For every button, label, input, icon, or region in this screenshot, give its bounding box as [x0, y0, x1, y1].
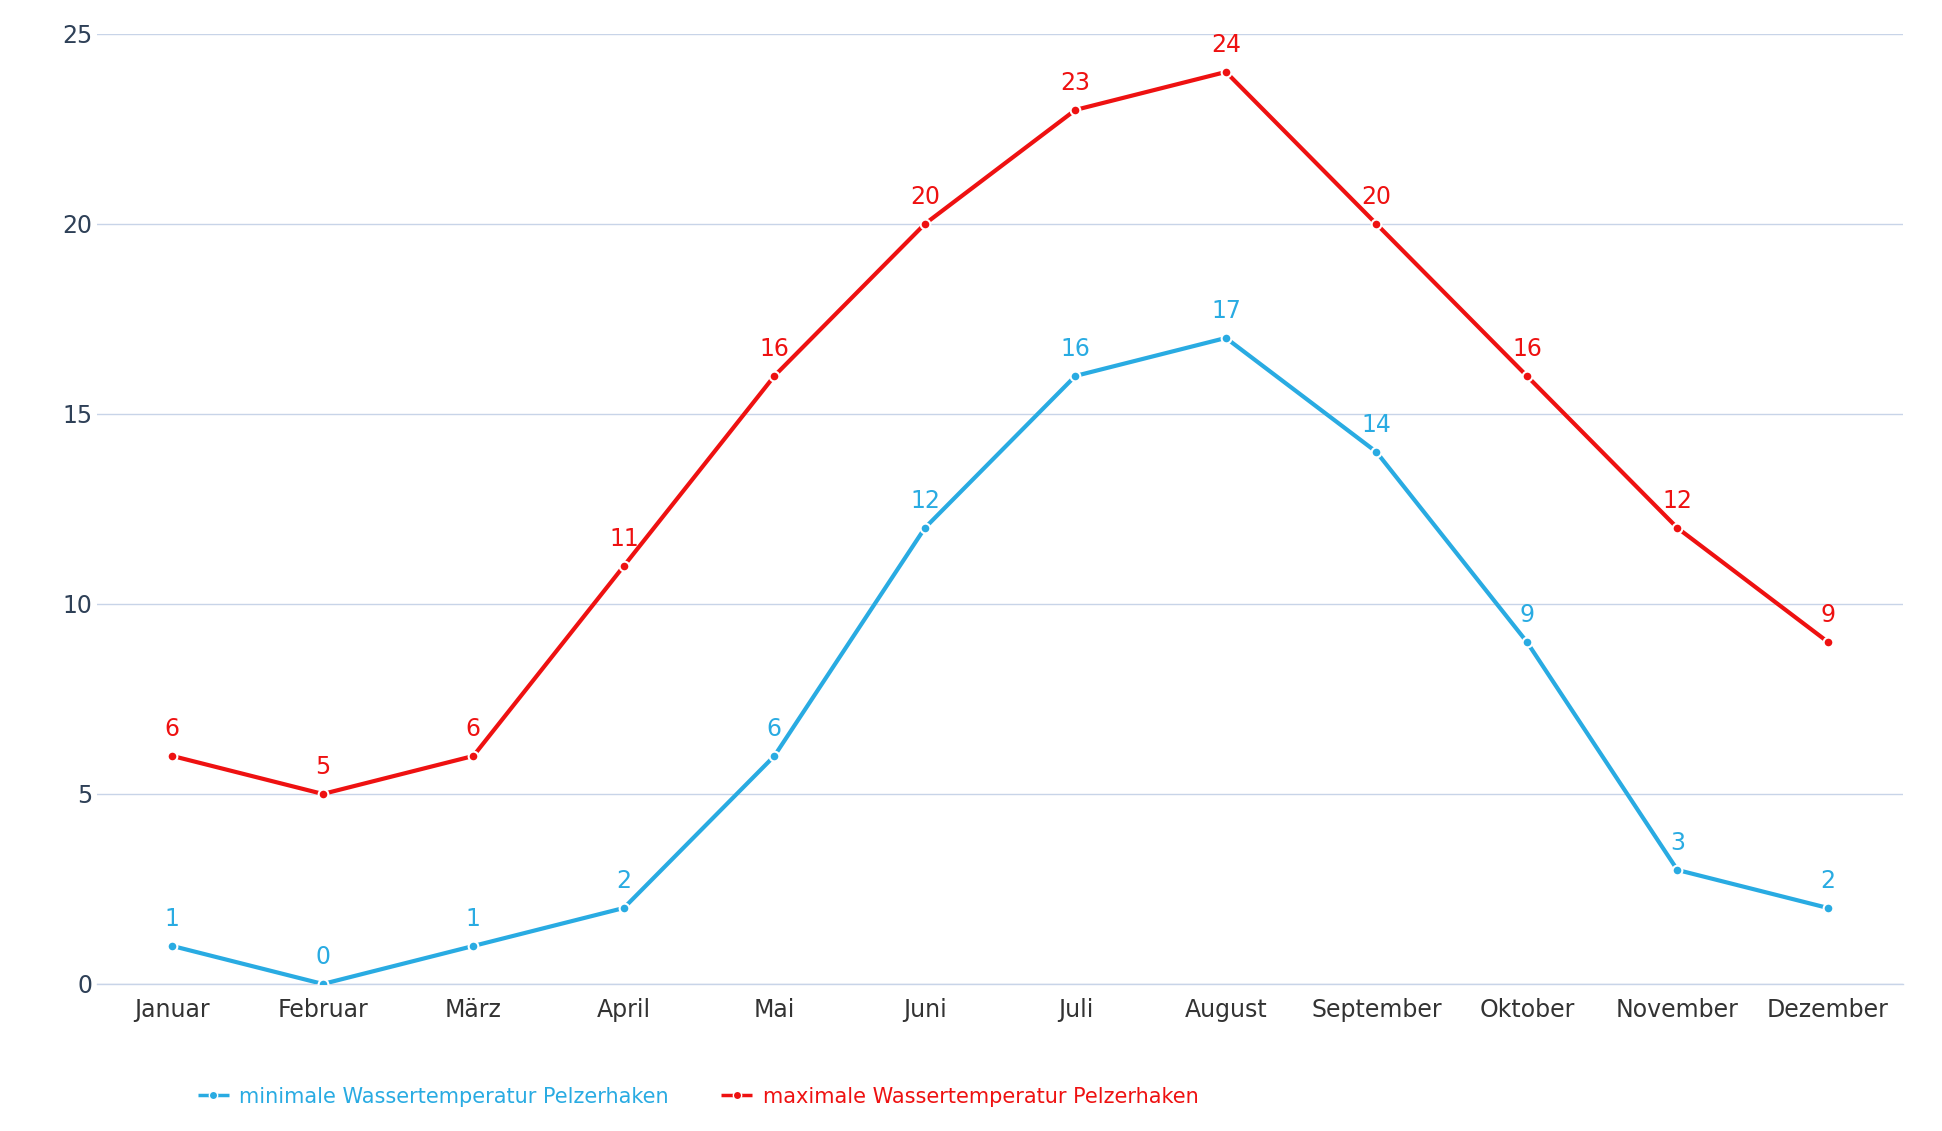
- Text: 2: 2: [1820, 869, 1835, 892]
- Text: 24: 24: [1212, 33, 1241, 57]
- Text: 0: 0: [315, 944, 330, 968]
- Text: 3: 3: [1670, 830, 1686, 855]
- Text: 12: 12: [1662, 489, 1691, 512]
- maximale Wassertemperatur Pelzerhaken: [612, 559, 635, 572]
- minimale Wassertemperatur Pelzerhaken: [913, 521, 936, 535]
- minimale Wassertemperatur Pelzerhaken: [1515, 636, 1538, 649]
- Text: 16: 16: [1060, 337, 1089, 361]
- Legend: minimale Wassertemperatur Pelzerhaken, maximale Wassertemperatur Pelzerhaken: minimale Wassertemperatur Pelzerhaken, m…: [198, 1087, 1198, 1106]
- minimale Wassertemperatur Pelzerhaken: [462, 939, 486, 952]
- Text: 9: 9: [1519, 603, 1534, 627]
- minimale Wassertemperatur Pelzerhaken: [1214, 331, 1237, 345]
- maximale Wassertemperatur Pelzerhaken: [311, 787, 334, 801]
- Text: 2: 2: [616, 869, 631, 892]
- minimale Wassertemperatur Pelzerhaken: [161, 939, 184, 952]
- maximale Wassertemperatur Pelzerhaken: [1365, 217, 1389, 231]
- Text: 6: 6: [466, 717, 482, 741]
- maximale Wassertemperatur Pelzerhaken: [913, 217, 936, 231]
- Text: 1: 1: [165, 907, 181, 931]
- maximale Wassertemperatur Pelzerhaken: [1666, 521, 1690, 535]
- minimale Wassertemperatur Pelzerhaken: [311, 977, 334, 991]
- Text: 6: 6: [165, 717, 181, 741]
- maximale Wassertemperatur Pelzerhaken: [1515, 369, 1538, 382]
- maximale Wassertemperatur Pelzerhaken: [1064, 103, 1088, 116]
- Text: 9: 9: [1820, 603, 1835, 627]
- Text: 20: 20: [1361, 184, 1390, 208]
- maximale Wassertemperatur Pelzerhaken: [462, 749, 486, 762]
- Text: 6: 6: [767, 717, 783, 741]
- Text: 1: 1: [466, 907, 482, 931]
- maximale Wassertemperatur Pelzerhaken: [161, 749, 184, 762]
- maximale Wassertemperatur Pelzerhaken: [763, 369, 787, 382]
- maximale Wassertemperatur Pelzerhaken: [1214, 66, 1237, 79]
- Text: 14: 14: [1361, 413, 1390, 437]
- minimale Wassertemperatur Pelzerhaken: [1064, 369, 1088, 382]
- Text: 5: 5: [315, 754, 330, 778]
- Text: 12: 12: [911, 489, 940, 512]
- Text: 23: 23: [1060, 70, 1089, 95]
- minimale Wassertemperatur Pelzerhaken: [763, 749, 787, 762]
- maximale Wassertemperatur Pelzerhaken: [1816, 636, 1839, 649]
- Text: 11: 11: [610, 527, 639, 551]
- Line: minimale Wassertemperatur Pelzerhaken: minimale Wassertemperatur Pelzerhaken: [167, 334, 1833, 988]
- minimale Wassertemperatur Pelzerhaken: [612, 901, 635, 915]
- Text: 17: 17: [1212, 299, 1241, 322]
- Text: 16: 16: [1513, 337, 1542, 361]
- Line: maximale Wassertemperatur Pelzerhaken: maximale Wassertemperatur Pelzerhaken: [167, 67, 1833, 798]
- minimale Wassertemperatur Pelzerhaken: [1365, 446, 1389, 459]
- Text: 20: 20: [911, 184, 940, 208]
- minimale Wassertemperatur Pelzerhaken: [1666, 863, 1690, 877]
- minimale Wassertemperatur Pelzerhaken: [1816, 901, 1839, 915]
- Text: 16: 16: [759, 337, 788, 361]
